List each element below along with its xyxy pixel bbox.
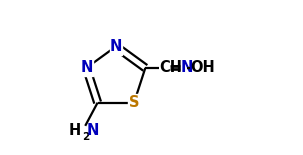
Text: S: S xyxy=(129,95,139,110)
Text: 2: 2 xyxy=(82,133,89,142)
Text: N: N xyxy=(181,60,193,75)
Polygon shape xyxy=(80,59,93,76)
Text: OH: OH xyxy=(190,60,215,75)
Text: N: N xyxy=(80,60,92,75)
Text: CH: CH xyxy=(159,60,182,75)
Polygon shape xyxy=(128,94,140,111)
Polygon shape xyxy=(110,38,122,55)
Text: H: H xyxy=(69,123,81,138)
Text: N: N xyxy=(110,39,122,54)
Text: N: N xyxy=(87,123,99,138)
